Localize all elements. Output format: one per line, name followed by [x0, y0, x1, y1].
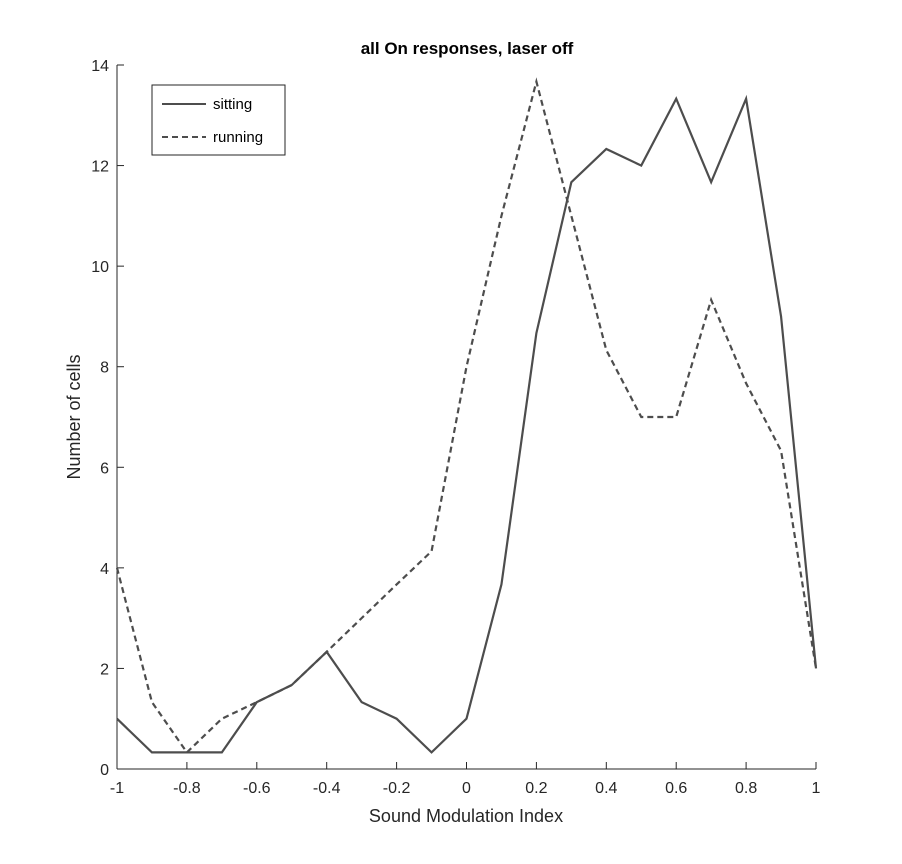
x-tick-label: -0.4 — [313, 780, 341, 797]
y-ticks: 0 2 4 6 8 10 12 14 — [91, 58, 124, 779]
y-tick-label: 2 — [100, 661, 109, 678]
x-ticks: -1 -0.8 -0.6 -0.4 -0.2 0 0.2 0.4 0.6 0.8 1 — [110, 762, 821, 797]
x-tick-label: 0 — [462, 780, 471, 797]
y-tick-label: 12 — [91, 159, 109, 176]
y-tick-label: 0 — [100, 762, 109, 779]
legend-label-running: running — [213, 129, 263, 146]
x-tick-label: -1 — [110, 780, 124, 797]
x-tick-label: 0.4 — [595, 780, 617, 797]
x-axis-label: Sound Modulation Index — [369, 806, 563, 826]
x-tick-label: -0.2 — [383, 780, 411, 797]
y-tick-label: 4 — [100, 561, 109, 578]
y-axis-label: Number of cells — [64, 354, 84, 479]
x-tick-label: 1 — [812, 780, 821, 797]
y-tick-label: 8 — [100, 360, 109, 377]
legend-box — [151, 84, 286, 156]
y-tick-label: 6 — [100, 460, 109, 477]
y-tick-label: 14 — [91, 58, 109, 75]
x-tick-label: 0.6 — [665, 780, 687, 797]
x-tick-label: -0.6 — [243, 780, 271, 797]
x-tick-label: 0.2 — [525, 780, 547, 797]
series-line-sitting — [116, 94, 818, 754]
chart-title: all On responses, laser off — [361, 39, 574, 58]
legend-label-sitting: sitting — [213, 96, 252, 113]
series-layer — [115, 77, 818, 755]
x-tick-label: 0.8 — [735, 780, 757, 797]
legend: sitting running — [151, 84, 286, 156]
y-tick-label: 10 — [91, 259, 109, 276]
x-tick-label: -0.8 — [173, 780, 201, 797]
series-line-running — [115, 77, 818, 755]
